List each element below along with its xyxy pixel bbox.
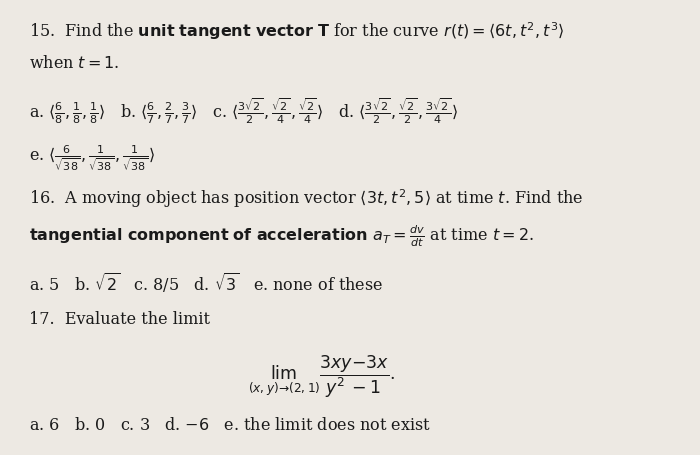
Text: $\lim_{(x,y)\to(2,1)} \dfrac{3xy - 3x}{y^2 - 1}$.: $\lim_{(x,y)\to(2,1)} \dfrac{3xy - 3x}{y… <box>248 353 396 399</box>
Text: a. $\langle\frac{6}{8}, \frac{1}{8}, \frac{1}{8}\rangle$   b. $\langle\frac{6}{7: a. $\langle\frac{6}{8}, \frac{1}{8}, \fr… <box>29 96 458 126</box>
Text: a. 6   b. 0   c. 3   d. $-6$   e. the limit does not exist: a. 6 b. 0 c. 3 d. $-6$ e. the limit does… <box>29 416 431 433</box>
Text: 16.  A moving object has position vector $\langle 3t, t^2, 5\rangle$ at time $t$: 16. A moving object has position vector … <box>29 187 584 209</box>
Text: 17.  Evaluate the limit: 17. Evaluate the limit <box>29 310 211 327</box>
Text: e. $\langle\frac{6}{\sqrt{38}}, \frac{1}{\sqrt{38}}, \frac{1}{\sqrt{38}}\rangle$: e. $\langle\frac{6}{\sqrt{38}}, \frac{1}… <box>29 143 155 172</box>
Text: 15.  Find the $\bf{unit}$ $\bf{tangent}$ $\bf{vector}$ $\bf{T}$ for the curve $r: 15. Find the $\bf{unit}$ $\bf{tangent}$ … <box>29 20 565 42</box>
Text: when $t = 1$.: when $t = 1$. <box>29 55 120 71</box>
Text: a. 5   b. $\sqrt{2}$   c. 8/5   d. $\sqrt{3}$   e. none of these: a. 5 b. $\sqrt{2}$ c. 8/5 d. $\sqrt{3}$ … <box>29 271 384 295</box>
Text: $\bf{tangential}$ $\bf{component}$ $\bf{of}$ $\bf{acceleration}$ $a_T = \frac{dv: $\bf{tangential}$ $\bf{component}$ $\bf{… <box>29 223 534 249</box>
